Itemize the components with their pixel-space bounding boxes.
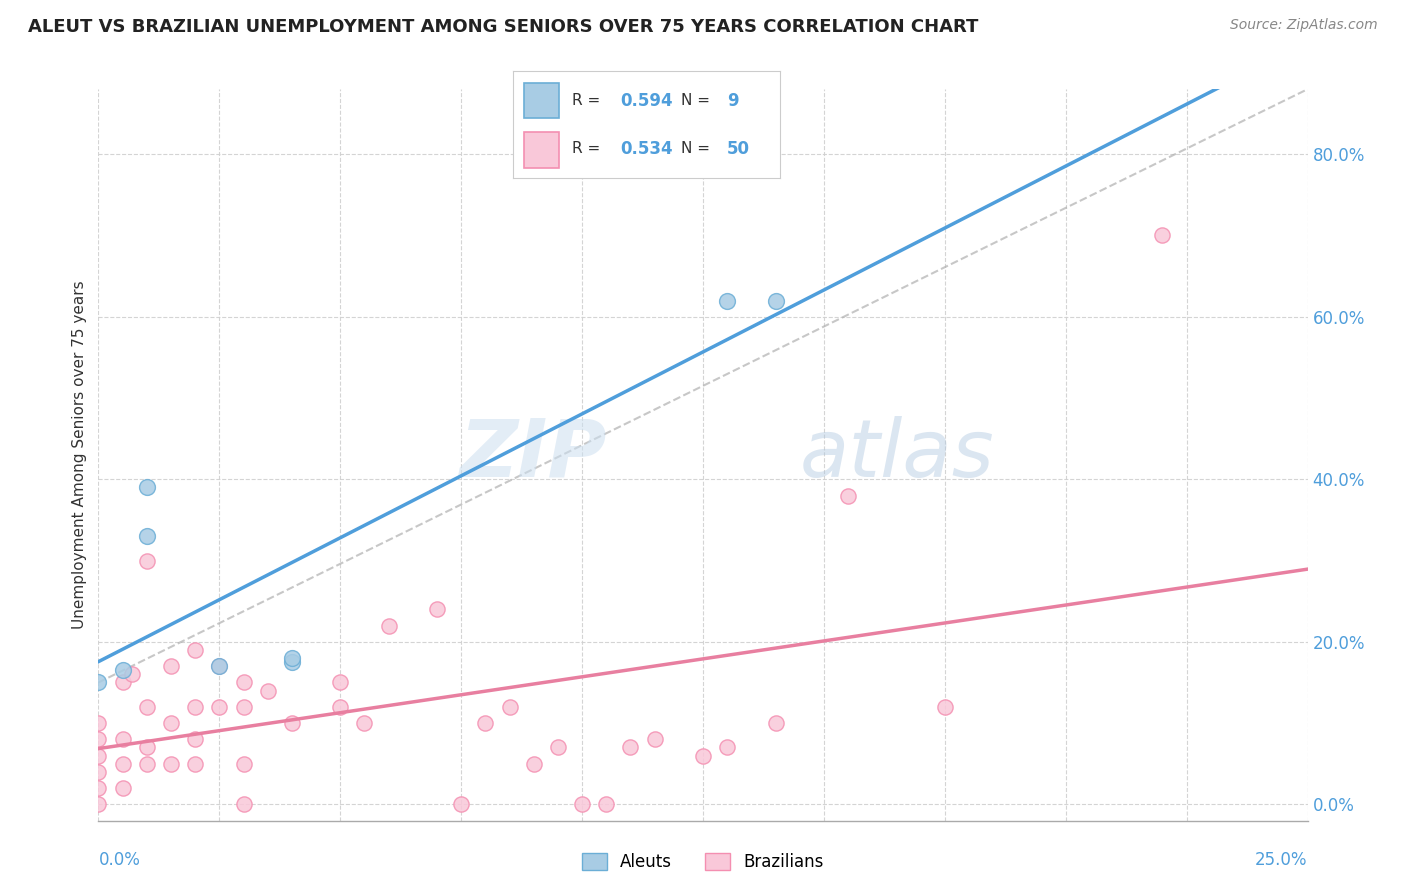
Point — [121, 667, 143, 681]
Point — [111, 732, 134, 747]
Point — [232, 797, 254, 812]
Point — [87, 675, 110, 690]
Point — [329, 675, 352, 690]
Point — [353, 716, 375, 731]
Point — [692, 748, 714, 763]
Point — [184, 756, 207, 771]
Text: 25.0%: 25.0% — [1256, 851, 1308, 869]
Point — [135, 699, 157, 714]
Point — [208, 659, 231, 673]
Point — [87, 781, 110, 796]
Point — [547, 740, 569, 755]
Point — [256, 683, 278, 698]
Text: Source: ZipAtlas.com: Source: ZipAtlas.com — [1230, 18, 1378, 32]
Text: ALEUT VS BRAZILIAN UNEMPLOYMENT AMONG SENIORS OVER 75 YEARS CORRELATION CHART: ALEUT VS BRAZILIAN UNEMPLOYMENT AMONG SE… — [28, 18, 979, 36]
Point — [450, 797, 472, 812]
Point — [111, 663, 134, 677]
Text: R =: R = — [572, 94, 605, 108]
Point — [208, 659, 231, 673]
Point — [87, 732, 110, 747]
Text: 0.594: 0.594 — [620, 92, 672, 110]
Point — [135, 740, 157, 755]
Point — [571, 797, 593, 812]
Point — [498, 699, 520, 714]
Point — [160, 659, 183, 673]
Point — [135, 756, 157, 771]
FancyBboxPatch shape — [524, 83, 558, 119]
Point — [716, 293, 738, 308]
Legend: Aleuts, Brazilians: Aleuts, Brazilians — [575, 847, 831, 878]
Text: N =: N = — [682, 142, 716, 156]
Text: ZIP: ZIP — [458, 416, 606, 494]
Text: 0.534: 0.534 — [620, 140, 672, 158]
Point — [208, 699, 231, 714]
Point — [644, 732, 666, 747]
Point — [426, 602, 449, 616]
Point — [934, 699, 956, 714]
Point — [232, 699, 254, 714]
Text: 0.0%: 0.0% — [98, 851, 141, 869]
Text: R =: R = — [572, 142, 605, 156]
Point — [232, 756, 254, 771]
Point — [474, 716, 496, 731]
Point — [111, 781, 134, 796]
Text: atlas: atlas — [800, 416, 994, 494]
Text: 9: 9 — [727, 92, 738, 110]
Point — [87, 797, 110, 812]
Point — [160, 756, 183, 771]
Point — [523, 756, 546, 771]
Point — [619, 740, 641, 755]
Point — [1152, 228, 1174, 243]
Y-axis label: Unemployment Among Seniors over 75 years: Unemployment Among Seniors over 75 years — [72, 281, 87, 629]
Point — [281, 655, 304, 669]
Point — [135, 553, 157, 567]
Point — [377, 618, 399, 632]
Point — [765, 716, 787, 731]
Text: 50: 50 — [727, 140, 749, 158]
Point — [87, 764, 110, 779]
Point — [837, 489, 859, 503]
Point — [160, 716, 183, 731]
Point — [184, 732, 207, 747]
Point — [232, 675, 254, 690]
Point — [135, 480, 157, 494]
Point — [111, 675, 134, 690]
Point — [111, 756, 134, 771]
Point — [281, 716, 304, 731]
Point — [716, 740, 738, 755]
Point — [184, 643, 207, 657]
Point — [329, 699, 352, 714]
FancyBboxPatch shape — [524, 132, 558, 168]
Point — [135, 529, 157, 543]
Point — [87, 716, 110, 731]
Text: N =: N = — [682, 94, 716, 108]
Point — [281, 651, 304, 665]
Point — [595, 797, 617, 812]
Point — [184, 699, 207, 714]
Point — [87, 748, 110, 763]
Point — [765, 293, 787, 308]
